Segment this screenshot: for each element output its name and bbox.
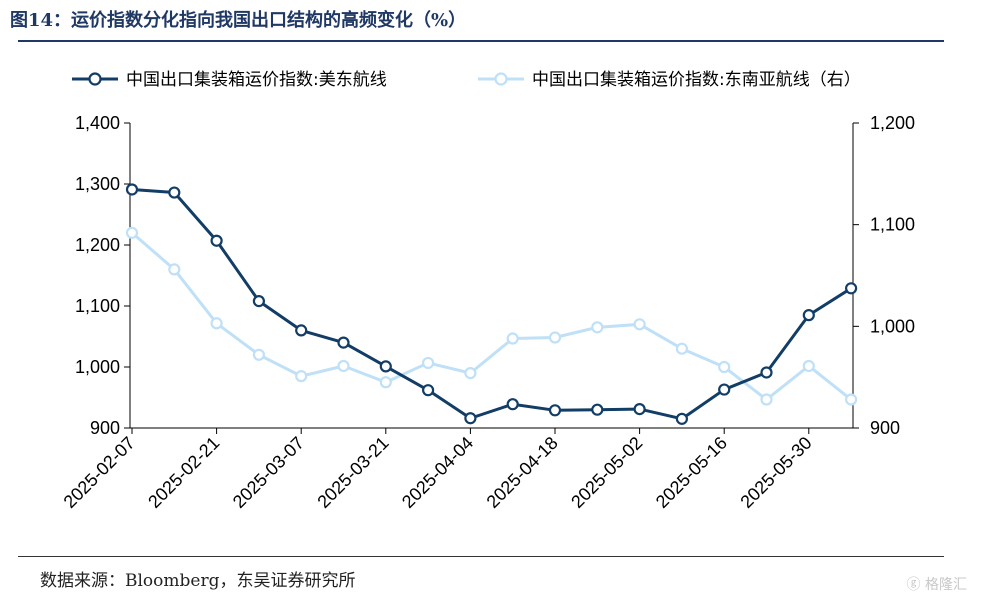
data-point [295, 324, 308, 337]
data-point [168, 263, 181, 276]
y-right-tick-label: 900 [870, 418, 900, 438]
footer-divider [18, 556, 944, 557]
series-line [131, 231, 853, 402]
data-point [760, 366, 773, 379]
y-left-tick-label: 900 [90, 418, 120, 438]
data-point [591, 321, 604, 334]
data-point [802, 309, 815, 322]
legend-swatch-marker [494, 72, 508, 86]
data-point [844, 393, 858, 406]
data-point [125, 183, 139, 196]
figure-title: 图14：运价指数分化指向我国出口结构的高频变化（%） [10, 10, 467, 31]
data-point [210, 234, 223, 247]
legend-label: 中国出口集装箱运价指数:美东航线 [126, 70, 387, 90]
x-tick-label: 2025-03-07 [229, 433, 308, 512]
data-point [252, 348, 265, 361]
data-point [337, 336, 350, 349]
y-right-tick-label: 1,200 [870, 113, 915, 133]
data-point [591, 403, 604, 416]
x-tick-label: 2025-05-16 [652, 433, 731, 512]
x-tick-label: 2025-02-07 [60, 433, 139, 512]
y-left-tick-label: 1,300 [75, 174, 120, 194]
watermark: ⓖ 格隆汇 [906, 577, 967, 593]
data-point [422, 356, 435, 370]
data-point [337, 359, 350, 373]
data-point [464, 367, 477, 380]
data-point [633, 318, 646, 331]
source-note: 数据来源：Bloomberg，东吴证券研究所 [40, 571, 356, 591]
x-tick-label: 2025-04-18 [483, 433, 562, 512]
data-point [379, 360, 392, 373]
data-point [295, 370, 308, 383]
y-right-tick-label: 1,100 [870, 215, 915, 235]
data-point [633, 402, 646, 416]
data-point [379, 376, 392, 389]
data-point [210, 317, 223, 330]
data-point [675, 412, 689, 425]
data-point [506, 398, 519, 411]
data-point [252, 295, 265, 308]
legend-label: 中国出口集装箱运价指数:东南亚航线（右） [532, 70, 861, 90]
title-divider [18, 40, 944, 42]
x-tick-label: 2025-02-21 [144, 433, 223, 512]
data-point [760, 393, 773, 406]
data-point [464, 412, 477, 425]
x-tick-label: 2025-04-04 [398, 433, 477, 512]
y-left-tick-label: 1,100 [75, 296, 120, 316]
data-point [548, 404, 562, 417]
data-point [844, 282, 858, 295]
data-point [168, 186, 181, 199]
data-point [718, 383, 731, 396]
data-point [718, 360, 731, 374]
data-point [548, 331, 562, 344]
legend-swatch-marker [88, 72, 102, 86]
data-point [675, 342, 689, 355]
data-point [506, 332, 519, 345]
data-point [422, 384, 435, 397]
x-tick-label: 2025-03-21 [313, 433, 392, 512]
y-left-tick-label: 1,000 [75, 357, 120, 377]
x-tick-label: 2025-05-30 [736, 433, 815, 512]
series-line [131, 187, 852, 421]
y-right-tick-label: 1,000 [870, 316, 915, 336]
y-left-tick-label: 1,400 [75, 113, 120, 133]
data-point [802, 359, 815, 373]
data-point [125, 226, 139, 239]
y-left-tick-label: 1,200 [75, 235, 120, 255]
x-tick-label: 2025-05-02 [567, 433, 646, 512]
